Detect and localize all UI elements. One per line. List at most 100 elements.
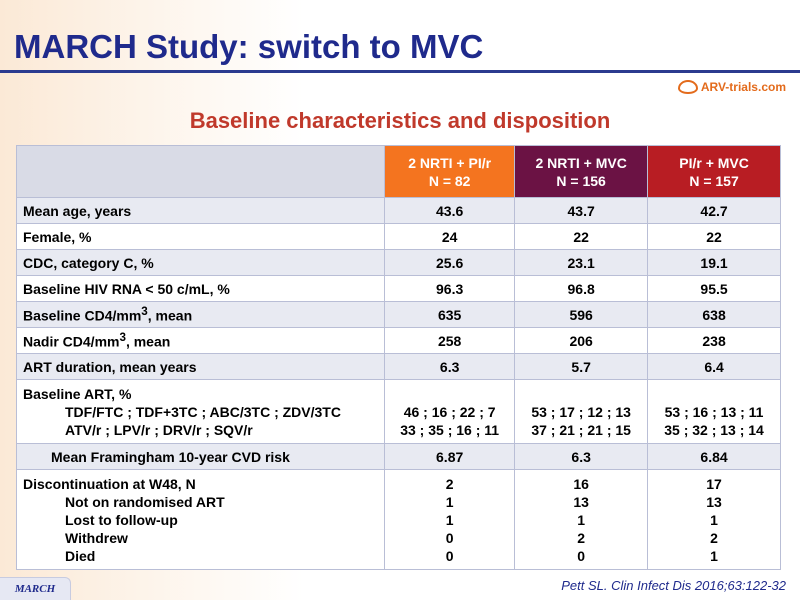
row-label-text: Baseline CD4/mm xyxy=(23,307,142,324)
study-tag: MARCH xyxy=(0,577,71,600)
row-label-text: Baseline ART, % xyxy=(23,385,132,402)
row-label-text: Discontinuation at W48, N xyxy=(23,475,196,492)
row-sublabel: TDF/FTC ; TDF+3TC ; ABC/3TC ; ZDV/3TC xyxy=(65,403,341,420)
logo-text: ARV-trials.com xyxy=(700,80,786,94)
table-row-discontinuation: Discontinuation at W48, N Not on randomi… xyxy=(15,469,781,570)
cell-line: 16 xyxy=(573,475,589,492)
table-row: Mean age, years 43.6 43.7 42.7 xyxy=(15,197,781,224)
cell-value: 19.1 xyxy=(647,249,781,276)
row-label-suffix: , mean xyxy=(147,307,193,324)
row-sublabel: Withdrew xyxy=(65,529,128,546)
cell-value: 24 xyxy=(384,223,516,250)
header-arm-pir-mvc: PI/r + MVC N = 157 xyxy=(647,145,781,198)
cell-value: 6.84 xyxy=(647,443,781,470)
cell-value: 53 ; 17 ; 12 ; 13 37 ; 21 ; 21 ; 15 xyxy=(514,379,649,444)
cell-value: 43.6 xyxy=(384,197,516,224)
cell-value: 42.7 xyxy=(647,197,781,224)
logo-icon xyxy=(677,80,698,94)
row-sublabel: ATV/r ; LPV/r ; DRV/r ; SQV/r xyxy=(65,421,253,438)
header-arm-n: N = 82 xyxy=(428,172,471,189)
cell-value: 46 ; 16 ; 22 ; 7 33 ; 35 ; 16 ; 11 xyxy=(384,379,516,444)
table-header-row: 2 NRTI + PI/r N = 82 2 NRTI + MVC N = 15… xyxy=(15,145,781,198)
cell-line: 1 xyxy=(445,493,454,510)
table-row-framingham: Mean Framingham 10-year CVD risk 6.87 6.… xyxy=(15,443,781,470)
row-label: Baseline CD4/mm3, mean xyxy=(15,301,386,328)
cell-value: 22 xyxy=(514,223,649,250)
cell-value: 43.7 xyxy=(514,197,649,224)
cell-value: 95.5 xyxy=(647,275,781,302)
header-arm-nrti-pir: 2 NRTI + PI/r N = 82 xyxy=(384,145,516,198)
cell-line: 35 ; 32 ; 13 ; 14 xyxy=(664,421,764,438)
cell-value: 635 xyxy=(384,301,516,328)
cell-line: 1 xyxy=(577,511,586,528)
cell-value: 238 xyxy=(647,327,781,354)
cell-line: 46 ; 16 ; 22 ; 7 xyxy=(403,403,496,420)
table-row: Female, % 24 22 22 xyxy=(15,223,781,250)
table-row: CDC, category C, % 25.6 23.1 19.1 xyxy=(15,249,781,276)
table-row: Baseline CD4/mm3, mean 635 596 638 xyxy=(15,301,781,328)
cell-line: 1 xyxy=(710,547,718,564)
cell-value: 25.6 xyxy=(384,249,516,276)
row-label: Nadir CD4/mm3, mean xyxy=(15,327,386,354)
cell-value: 2 1 1 0 0 xyxy=(384,469,516,570)
cell-line: 13 xyxy=(706,493,722,510)
cell-value: 96.3 xyxy=(384,275,516,302)
row-sublabel: Lost to follow-up xyxy=(65,511,178,528)
cell-value: 206 xyxy=(514,327,649,354)
cell-line: 2 xyxy=(710,529,718,546)
cell-line: 33 ; 35 ; 16 ; 11 xyxy=(400,421,500,438)
superscript: 3 xyxy=(119,331,126,345)
cell-line: 0 xyxy=(445,547,454,564)
row-sublabel: Not on randomised ART xyxy=(65,493,225,510)
cell-line: 1 xyxy=(445,511,454,528)
citation: Pett SL. Clin Infect Dis 2016;63:122-32 xyxy=(561,578,786,593)
row-label: Baseline HIV RNA < 50 c/mL, % xyxy=(15,275,386,302)
header-arm-n: N = 157 xyxy=(689,172,739,189)
cell-line: 53 ; 17 ; 12 ; 13 xyxy=(531,403,631,420)
cell-line: 0 xyxy=(445,529,454,546)
cell-value: 96.8 xyxy=(514,275,649,302)
cell-value: 22 xyxy=(647,223,781,250)
header-arm-label: 2 NRTI + PI/r xyxy=(408,154,492,171)
row-label: Mean Framingham 10-year CVD risk xyxy=(15,443,386,470)
cell-line: 53 ; 16 ; 13 ; 11 xyxy=(664,403,764,420)
cell-line: 2 xyxy=(577,529,586,546)
row-label: Baseline ART, % TDF/FTC ; TDF+3TC ; ABC/… xyxy=(15,379,386,444)
cell-line: 1 xyxy=(710,511,718,528)
arv-trials-logo: ARV-trials.com xyxy=(677,80,786,94)
cell-line: 37 ; 21 ; 21 ; 15 xyxy=(531,421,631,438)
row-label: Female, % xyxy=(15,223,386,250)
row-label: Discontinuation at W48, N Not on randomi… xyxy=(15,469,386,570)
table-row: ART duration, mean years 6.3 5.7 6.4 xyxy=(15,353,781,380)
row-label-text: Mean Framingham 10-year CVD risk xyxy=(51,448,290,465)
baseline-table: 2 NRTI + PI/r N = 82 2 NRTI + MVC N = 15… xyxy=(15,145,781,570)
row-label: ART duration, mean years xyxy=(15,353,386,380)
header-arm-nrti-mvc: 2 NRTI + MVC N = 156 xyxy=(514,145,649,198)
row-sublabel: Died xyxy=(65,547,96,564)
cell-value: 23.1 xyxy=(514,249,649,276)
table-row-baseline-art: Baseline ART, % TDF/FTC ; TDF+3TC ; ABC/… xyxy=(15,379,781,444)
slide-title: MARCH Study: switch to MVC xyxy=(14,28,484,65)
title-divider xyxy=(0,70,800,73)
header-arm-n: N = 156 xyxy=(556,172,606,189)
cell-line: 13 xyxy=(573,493,589,510)
row-label: Mean age, years xyxy=(15,197,386,224)
cell-value: 6.3 xyxy=(514,443,649,470)
table-row: Baseline HIV RNA < 50 c/mL, % 96.3 96.8 … xyxy=(15,275,781,302)
slide-subtitle: Baseline characteristics and disposition xyxy=(189,108,611,133)
header-arm-label: 2 NRTI + MVC xyxy=(535,154,627,171)
header-empty-cell xyxy=(15,145,386,198)
cell-value: 638 xyxy=(647,301,781,328)
cell-value: 258 xyxy=(384,327,516,354)
cell-value: 16 13 1 2 0 xyxy=(514,469,649,570)
row-label-text: Nadir CD4/mm xyxy=(23,333,120,350)
cell-value: 6.87 xyxy=(384,443,516,470)
table-row: Nadir CD4/mm3, mean 258 206 238 xyxy=(15,327,781,354)
cell-line: 0 xyxy=(577,547,586,564)
row-label: CDC, category C, % xyxy=(15,249,386,276)
cell-line: 17 xyxy=(706,475,722,492)
header-arm-label: PI/r + MVC xyxy=(679,154,749,171)
superscript: 3 xyxy=(141,305,148,319)
cell-value: 17 13 1 2 1 xyxy=(647,469,781,570)
cell-value: 5.7 xyxy=(514,353,649,380)
